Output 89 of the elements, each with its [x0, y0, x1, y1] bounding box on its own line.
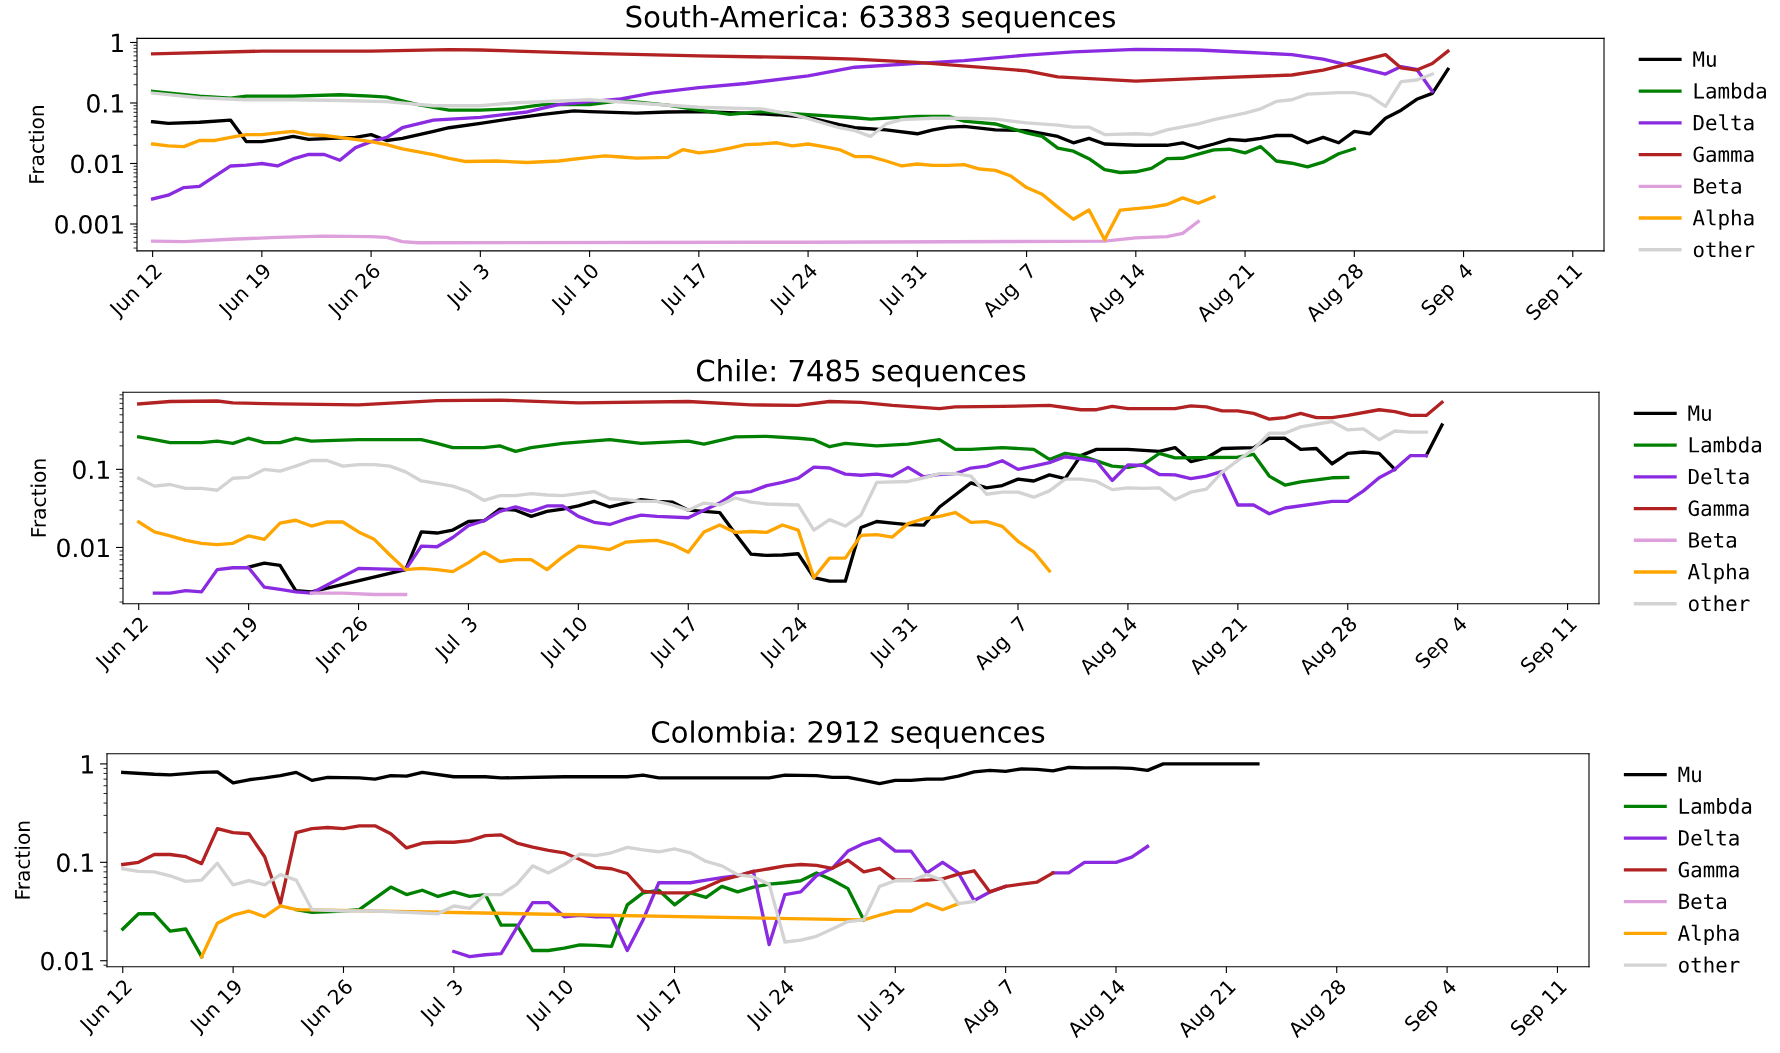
legend-label: Lambda: [1679, 797, 1752, 815]
legend-label: Lambda: [1694, 82, 1766, 99]
line-series: [150, 219, 1200, 245]
y-tick-label: 0.001: [55, 214, 123, 234]
line-series: [150, 72, 1435, 139]
legend-label: Alpha: [1692, 209, 1754, 230]
line-series: [152, 453, 1428, 595]
x-tick-label: Sep 4: [1413, 615, 1471, 672]
line-series: [150, 47, 1435, 201]
x-tick-label: Jul 17: [634, 978, 688, 1032]
x-tick-label: Jun 12: [93, 615, 151, 674]
chart-title: Chile: 7485 sequences: [696, 359, 1026, 388]
x-tick-label: Jul 31: [867, 615, 921, 669]
x-tick-label: Sep 11: [1524, 262, 1586, 324]
x-tick-label: Jun 19: [216, 262, 275, 321]
y-tick-label: 0.1: [57, 853, 93, 873]
x-tick-label: Jul 17: [658, 262, 712, 316]
legend-label: Alpha: [1687, 563, 1749, 584]
chart-title: Colombia: 2912 sequences: [651, 720, 1045, 749]
x-tick-label: Sep 11: [1519, 615, 1581, 677]
legend-label: Beta: [1689, 532, 1736, 548]
x-tick-label: Aug 21: [1176, 978, 1239, 1042]
x-tick-label: Jun 26: [298, 978, 357, 1037]
legend-label: Beta: [1694, 178, 1741, 194]
x-tick-label: Jul 10: [537, 615, 592, 669]
x-tick-label: Sep 4: [1419, 262, 1477, 320]
line-series: [121, 824, 1055, 906]
x-tick-label: Jun 26: [325, 262, 384, 321]
line-series: [150, 129, 1216, 242]
x-tick-label: Jul 24: [767, 262, 821, 316]
line-series: [137, 398, 1444, 421]
x-tick-label: Jun 19: [187, 978, 246, 1037]
legend-label: Lambda: [1689, 436, 1762, 453]
x-tick-label: Sep 11: [1509, 978, 1570, 1040]
x-tick-label: Jul 17: [647, 615, 701, 669]
x-tick-label: Jul 31: [854, 978, 908, 1032]
x-tick-label: Jul 10: [549, 262, 603, 316]
x-tick-label: Aug 28: [1304, 262, 1368, 326]
x-tick-label: Aug 28: [1286, 978, 1350, 1042]
line-series: [137, 510, 1052, 580]
x-tick-label: Jul 3: [417, 978, 467, 1027]
legend-label: other: [1693, 241, 1755, 258]
legend-label: Gamma: [1688, 500, 1749, 517]
x-tick-label: Jul 3: [444, 262, 493, 311]
y-axis-title: Fraction: [28, 106, 45, 183]
x-tick-label: Jun 19: [203, 615, 262, 674]
x-tick-label: Aug 7: [981, 262, 1040, 321]
x-tick-label: Sep 4: [1403, 978, 1461, 1035]
legend-label: Delta: [1693, 114, 1754, 131]
x-tick-label: Jul 10: [523, 978, 577, 1032]
y-tick-label: 0.01: [71, 154, 123, 174]
x-tick-label: Jul 24: [744, 977, 798, 1032]
x-tick-label: Aug 21: [1187, 615, 1251, 679]
y-tick-label: 0.1: [87, 93, 123, 113]
line-series: [150, 48, 1450, 83]
legend-label: Alpha: [1677, 924, 1739, 945]
y-axis-title: Fraction: [14, 821, 31, 899]
x-tick-label: Jun 12: [107, 262, 165, 321]
x-tick-label: Jul 24: [757, 615, 812, 669]
line-series: [137, 419, 1428, 532]
line-series: [121, 845, 976, 944]
y-tick-label: 0.1: [73, 460, 109, 480]
chart-title: South-America: 63383 sequences: [626, 5, 1116, 34]
legend-label: Delta: [1688, 468, 1749, 485]
legend-label: other: [1688, 595, 1750, 612]
line-series: [137, 434, 1350, 487]
y-tick-label: 1: [112, 33, 123, 52]
x-tick-label: Aug 14: [1078, 615, 1141, 679]
x-tick-label: Jun 26: [313, 615, 372, 674]
x-tick-label: Aug 28: [1297, 615, 1361, 679]
line-series: [121, 762, 1260, 786]
y-tick-label: 0.01: [41, 951, 93, 971]
y-tick-label: 0.01: [57, 538, 109, 558]
x-tick-label: Jun 12: [77, 978, 136, 1037]
legend-label: Beta: [1679, 893, 1727, 910]
legend-label: Delta: [1679, 829, 1739, 846]
legend-label: Mu: [1688, 405, 1711, 421]
legend-label: Mu: [1678, 766, 1701, 783]
legend-label: Gamma: [1693, 146, 1754, 163]
legend-label: other: [1679, 956, 1740, 973]
legend-label: Mu: [1693, 51, 1716, 67]
x-tick-label: Jul 31: [876, 262, 930, 316]
legend-label: Gamma: [1678, 861, 1739, 878]
x-tick-label: Aug 14: [1066, 978, 1129, 1042]
x-tick-label: Jul 3: [432, 615, 481, 664]
y-axis-title: Fraction: [30, 459, 47, 537]
line-series: [150, 67, 1450, 150]
x-tick-label: Aug 7: [972, 615, 1031, 674]
y-tick-label: 1: [82, 755, 93, 774]
